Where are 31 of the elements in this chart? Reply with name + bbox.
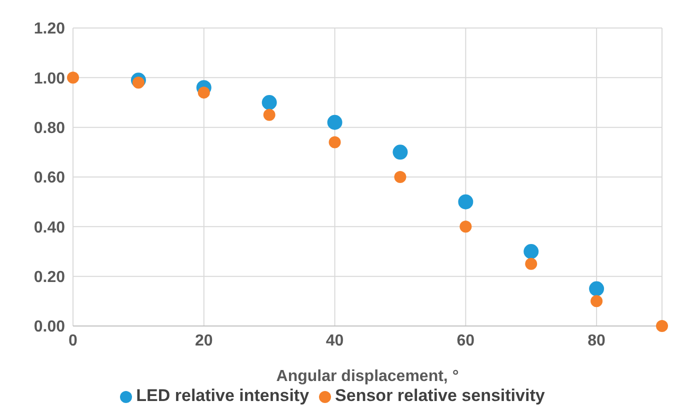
point xyxy=(394,171,406,183)
point xyxy=(198,86,210,99)
point xyxy=(262,95,277,110)
y-tick-label: 0.60 xyxy=(34,170,66,187)
x-tick-label: 20 xyxy=(194,332,213,350)
y-tick-label: 1.00 xyxy=(34,70,66,88)
point xyxy=(589,281,604,296)
y-tick-label: 0.80 xyxy=(34,120,66,138)
point xyxy=(132,76,144,89)
x-tick-label: 80 xyxy=(588,332,606,350)
y-tick-label: 0.00 xyxy=(34,318,66,336)
legend-label: LED relative intensity xyxy=(136,386,310,405)
point xyxy=(263,108,276,121)
point xyxy=(328,136,341,148)
point xyxy=(67,72,79,84)
y-tick-label: 1.20 xyxy=(34,20,66,38)
point xyxy=(458,194,474,210)
point xyxy=(327,114,342,130)
point xyxy=(525,258,538,270)
x-tick-label: 40 xyxy=(326,332,344,350)
point xyxy=(524,244,539,259)
x-tick-label: 60 xyxy=(456,332,475,350)
point xyxy=(656,320,668,332)
legend-label: Sensor relative sensitivity xyxy=(335,386,545,405)
y-tick-label: 0.20 xyxy=(34,269,66,286)
x-axis-title: Angular displacement, ° xyxy=(276,368,459,385)
point xyxy=(460,220,472,233)
point xyxy=(590,295,603,308)
point xyxy=(392,144,408,160)
y-tick-label: 0.40 xyxy=(34,219,66,236)
x-tick-label: 0 xyxy=(68,332,78,350)
